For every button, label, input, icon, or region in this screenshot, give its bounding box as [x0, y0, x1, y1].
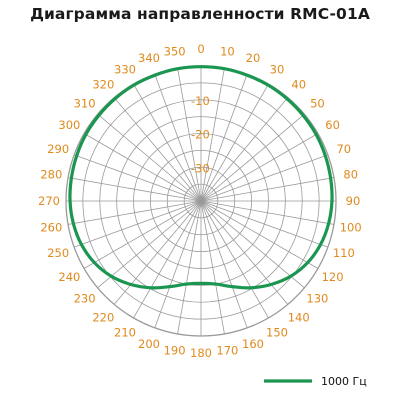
grid-spoke: [133, 83, 202, 202]
angle-label-150: 150: [266, 326, 288, 340]
angle-label-270: 270: [38, 194, 60, 208]
angle-label-50: 50: [310, 96, 325, 110]
grid-spoke: [200, 177, 335, 202]
grid-spoke: [200, 200, 269, 319]
grid-spoke: [97, 200, 202, 289]
grid-spoke: [177, 200, 202, 335]
angle-label-190: 190: [164, 344, 186, 358]
angle-label-300: 300: [58, 118, 80, 132]
angle-label-180: 180: [190, 346, 212, 360]
ring-label--10: -10: [191, 94, 210, 108]
angle-label-230: 230: [74, 292, 96, 306]
grid-spoke: [83, 200, 202, 269]
angle-label-20: 20: [246, 51, 261, 65]
angle-label-100: 100: [340, 220, 362, 234]
angle-label-60: 60: [325, 118, 340, 132]
ring-label--30: -30: [191, 161, 210, 175]
angle-label-260: 260: [40, 220, 62, 234]
legend: 1000 Гц: [264, 375, 367, 388]
polar-grid: [65, 65, 337, 337]
angle-label-350: 350: [164, 44, 186, 58]
angle-label-140: 140: [288, 310, 310, 324]
grid-spoke: [200, 200, 225, 335]
angle-label-320: 320: [92, 78, 114, 92]
grid-spoke: [200, 74, 248, 202]
polar-data: [68, 65, 334, 290]
grid-spoke: [113, 200, 202, 305]
grid-spoke: [67, 177, 202, 202]
grid-spoke: [200, 200, 335, 225]
angle-label-30: 30: [270, 62, 285, 76]
series-line-1000hz: [68, 65, 334, 290]
grid-spoke: [177, 67, 202, 202]
grid-spoke: [67, 200, 202, 225]
grid-spoke: [200, 200, 328, 248]
angle-label-220: 220: [92, 310, 114, 324]
angle-label-120: 120: [322, 270, 344, 284]
grid-spoke: [200, 154, 328, 202]
angle-label-240: 240: [58, 270, 80, 284]
grid-spoke: [97, 113, 202, 202]
grid-spoke: [113, 97, 202, 202]
grid-spoke: [133, 200, 202, 319]
grid-spoke: [200, 67, 225, 202]
grid-spoke: [154, 74, 202, 202]
angle-label-90: 90: [346, 194, 361, 208]
grid-spoke: [200, 83, 269, 202]
grid-spoke: [200, 133, 319, 202]
grid-spoke: [83, 133, 202, 202]
angle-label-0: 0: [197, 42, 204, 56]
angle-label-250: 250: [47, 246, 69, 260]
angle-label-210: 210: [114, 326, 136, 340]
ring-label--20: -20: [191, 128, 210, 142]
angle-label-110: 110: [333, 246, 355, 260]
angle-label-310: 310: [74, 96, 96, 110]
grid-spoke: [154, 200, 202, 328]
grid-spoke: [200, 113, 305, 202]
angle-label-70: 70: [336, 142, 351, 156]
grid-spoke: [200, 200, 319, 269]
grid-spoke: [74, 200, 202, 248]
angle-label-170: 170: [216, 344, 238, 358]
angle-label-130: 130: [306, 292, 328, 306]
grid-spoke: [200, 200, 305, 289]
angle-label-160: 160: [242, 337, 264, 351]
chart-title: Диаграмма направленности RMC-01A: [30, 5, 370, 23]
grid-spoke: [74, 154, 202, 202]
angle-label-80: 80: [343, 168, 358, 182]
angle-label-200: 200: [138, 337, 160, 351]
legend-label: 1000 Гц: [321, 375, 367, 388]
grid-spoke: [200, 97, 289, 202]
angle-label-280: 280: [40, 168, 62, 182]
grid-spoke: [200, 200, 248, 328]
angle-label-340: 340: [138, 51, 160, 65]
angle-label-290: 290: [47, 142, 69, 156]
grid-spoke: [200, 200, 289, 305]
angle-label-10: 10: [220, 44, 235, 58]
angle-label-330: 330: [114, 62, 136, 76]
angle-label-40: 40: [291, 78, 306, 92]
